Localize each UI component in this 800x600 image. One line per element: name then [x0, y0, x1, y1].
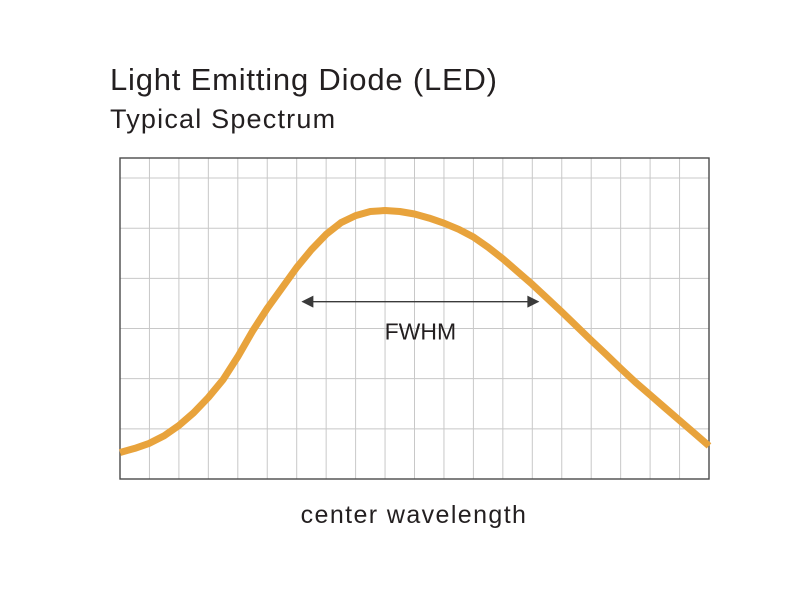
- chart-subtitle: Typical Spectrum: [110, 104, 337, 134]
- spectrum-series-line: [119, 207, 712, 456]
- fwhm-label: FWHM: [385, 319, 457, 345]
- grid: [120, 158, 709, 479]
- plot-frame: [119, 157, 710, 480]
- annotations: FWHM: [301, 295, 540, 345]
- chart-title: Light Emitting Diode (LED): [110, 62, 498, 97]
- series-layer: [119, 207, 712, 456]
- x-axis-label: center wavelength: [300, 501, 528, 529]
